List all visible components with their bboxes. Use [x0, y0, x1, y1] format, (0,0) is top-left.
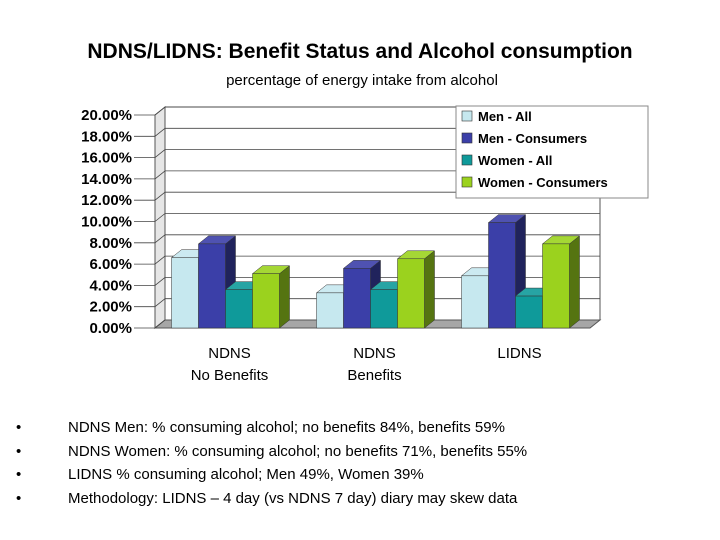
legend-box — [455, 105, 649, 199]
bar-front — [461, 275, 489, 329]
gridline-side — [154, 170, 166, 180]
bullet-dot: • — [16, 419, 22, 436]
legend-swatch — [461, 176, 473, 188]
bullet-dot: • — [16, 466, 22, 483]
bullet-item: • NDNS Men: % consuming alcohol; no benef… — [16, 416, 527, 440]
gridline-side — [154, 106, 166, 116]
legend-label: Women - Consumers — [478, 175, 608, 190]
legend-label: Men - All — [478, 109, 532, 124]
gridline-side — [154, 255, 166, 265]
gridline-side — [154, 149, 166, 158]
y-tick-label: 10.00% — [81, 214, 132, 231]
bullet-item: • NDNS Women: % consuming alcohol; no ben… — [16, 440, 527, 464]
legend-label: Women - All — [478, 153, 552, 168]
legend: Men - All Men - Consumers Women - All Women… — [455, 105, 649, 199]
bar — [396, 250, 436, 329]
category-label: LIDNS — [497, 345, 541, 362]
y-tick-label: 2.00% — [89, 299, 132, 316]
legend-swatch — [461, 132, 473, 144]
bar-side — [569, 235, 580, 329]
legend-swatch — [461, 110, 473, 122]
bar-front — [542, 243, 570, 329]
bar-side — [279, 265, 290, 329]
bar-front — [370, 289, 398, 329]
gridline-side — [154, 234, 166, 244]
category-label: NDNS — [353, 345, 396, 362]
bar — [251, 265, 291, 329]
bullet-item: • Methodology: LIDNS – 4 day (vs NDNS 7 d… — [16, 487, 527, 511]
bullet-text: NDNS Women: % consuming alcohol; no bene… — [68, 442, 528, 460]
gridline-side — [154, 277, 166, 286]
y-tick-label: 4.00% — [89, 277, 132, 294]
y-tick-label: 8.00% — [89, 235, 132, 252]
gridline-side — [154, 213, 166, 222]
gridline-side — [154, 319, 166, 329]
bars — [170, 214, 581, 329]
bullet-text: NDNS Men: % consuming alcohol; no benefi… — [68, 419, 505, 436]
bar-front — [343, 268, 371, 329]
category-labels: NDNS No Benefits NDNS Benefits LIDNS — [191, 345, 542, 384]
bar-front — [198, 243, 226, 329]
bar-front — [515, 295, 543, 329]
bullet-dot: • — [16, 442, 22, 460]
y-tick-label: 0.00% — [89, 320, 132, 337]
legend-label: Men - Consumers — [478, 131, 587, 146]
bullet-text: LIDNS % consuming alcohol; Men 49%, Wome… — [68, 466, 424, 483]
y-tick-label: 14.00% — [81, 171, 132, 188]
y-tick-label: 20.00% — [81, 107, 132, 124]
y-tick-label: 18.00% — [81, 128, 132, 145]
y-tick-label: 12.00% — [81, 192, 132, 209]
y-tick-label: 16.00% — [81, 150, 132, 167]
category-label: Benefits — [347, 367, 401, 384]
y-tick-label: 6.00% — [89, 256, 132, 273]
bar — [342, 259, 382, 329]
bar-front — [225, 289, 253, 329]
bullet-text: Methodology: LIDNS – 4 day (vs NDNS 7 da… — [68, 489, 518, 507]
gridline-side — [154, 127, 166, 137]
bar — [541, 235, 581, 329]
category-label: No Benefits — [191, 367, 269, 384]
slide-title: NDNS/LIDNS: Benefit Status and Alcohol c… — [87, 40, 633, 63]
bar-front — [316, 292, 344, 329]
bar — [197, 235, 237, 329]
bullet-item: • LIDNS % consuming alcohol; Men 49%, Wom… — [16, 463, 527, 487]
bullet-dot: • — [16, 489, 22, 507]
gridline-side — [154, 298, 166, 308]
bar-side — [424, 250, 435, 329]
gridline-side — [154, 191, 166, 201]
y-axis-ticks: 0.00% 2.00% 4.00% 6.00% 8.00% 10.00% 12.00% 14.… — [81, 107, 155, 337]
bullet-list: • NDNS Men: % consuming alcohol; no benef… — [16, 416, 527, 510]
chart: percentage of energy intake from alcohol… — [81, 72, 649, 384]
bar-front — [397, 258, 425, 329]
bar-front — [171, 257, 199, 329]
bar-front — [252, 273, 280, 329]
chart-subtitle: percentage of energy intake from alcohol — [226, 72, 498, 89]
bar-front — [488, 222, 516, 329]
legend-swatch — [461, 154, 473, 166]
category-label: NDNS — [208, 345, 251, 362]
